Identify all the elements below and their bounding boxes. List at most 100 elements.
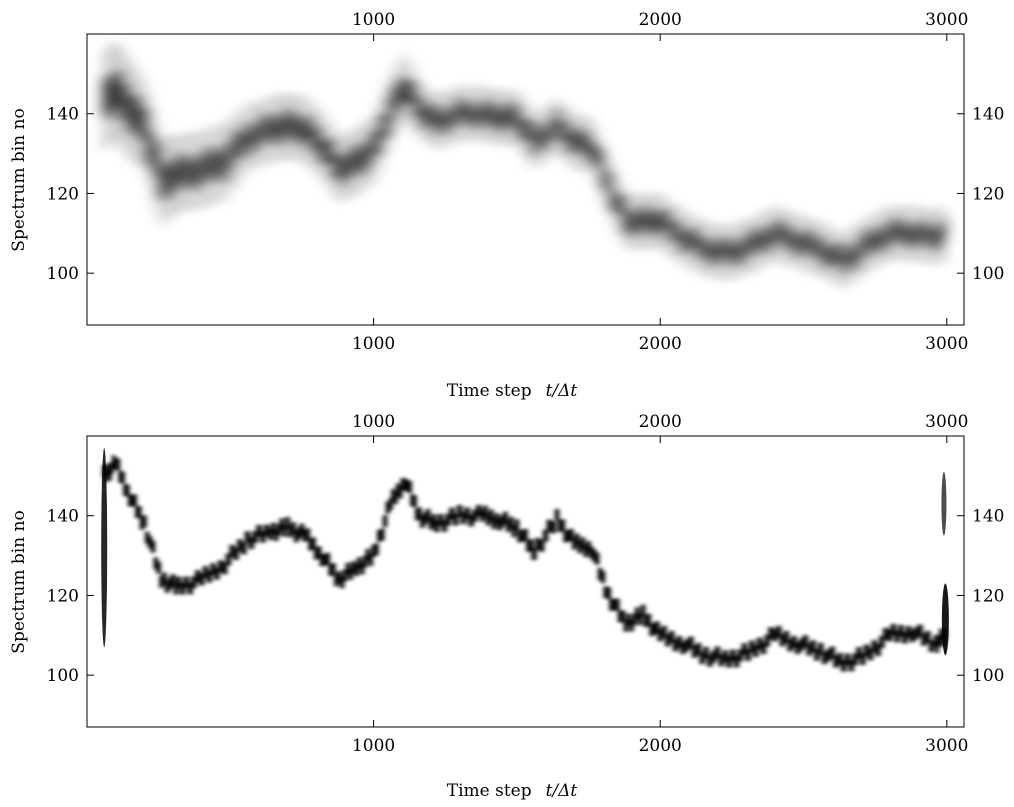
bottom-heatmap-cell (620, 610, 626, 623)
bottom-heatmap-cell (848, 659, 855, 672)
top-heatmap-halo (891, 205, 899, 262)
top-ytick-label-right: 140 (972, 105, 1004, 125)
top-xtick-label-top: 2000 (639, 10, 682, 30)
bottom-heatmap-cell (550, 521, 557, 534)
top-heatmap-halo (379, 96, 386, 164)
bottom-heatmap-cell (668, 630, 675, 643)
bottom-heatmap-cell (488, 509, 494, 522)
top-heatmap-halo (571, 113, 578, 170)
bottom-xtick-label-top: 3000 (925, 412, 968, 432)
top-heatmap-halo (306, 100, 313, 168)
bottom-heatmap-cell (141, 515, 147, 528)
top-heatmap-halo (416, 81, 423, 138)
bottom-heatmap-cell (554, 508, 560, 521)
top-heatmap-halo (293, 94, 300, 162)
top-heatmap-halo (237, 108, 246, 179)
bottom-heatmap-cell (130, 494, 135, 507)
top-heatmap-halo (879, 208, 888, 265)
top-heatmap-halo (609, 166, 617, 223)
top-heatmap-halo (249, 102, 258, 170)
top-heatmap-halo (736, 221, 745, 278)
top-heatmap-halo (874, 211, 882, 268)
top-spectrogram-panel: 1000 1000 2000 2000 3000 3000 100 100 120 120 140 1… (9, 10, 1004, 401)
bottom-heatmap-cell (491, 517, 497, 530)
bottom-heatmap-cell (376, 529, 382, 542)
bottom-y-axis-title: Spectrum bin no (9, 510, 29, 653)
bottom-heatmap-cell (452, 513, 459, 526)
bottom-heatmap-cell (726, 655, 732, 668)
bottom-heatmap-cell (431, 514, 437, 526)
top-heatmap-halo (667, 201, 676, 258)
top-heatmap-halo (226, 117, 235, 194)
top-heatmap-halo (811, 219, 819, 276)
bottom-heatmap-cell (722, 650, 729, 663)
bottom-heatmap-cell (356, 557, 362, 570)
bottom-heatmap-cell (437, 514, 444, 526)
bottom-heatmap-cell (482, 505, 488, 518)
bottom-heatmap-cell (407, 481, 413, 493)
bottom-heatmap-cell (583, 545, 589, 558)
top-heatmap-halo (327, 124, 334, 192)
bottom-heatmap-cell (425, 508, 431, 521)
top-heatmap-halo (405, 59, 412, 124)
top-heatmap-halo (639, 193, 647, 250)
bottom-heatmap-cell (833, 655, 839, 668)
bottom-heatmap-cell (779, 634, 786, 647)
bottom-heatmap-cell (589, 546, 594, 559)
top-heatmap-halo (648, 193, 655, 250)
bottom-heatmap-cell (557, 520, 563, 533)
bottom-heatmap-cell (108, 468, 112, 481)
bottom-heatmap-cell (270, 522, 276, 535)
bottom-heatmap-cell (279, 518, 285, 531)
top-xtick-label-bottom: 2000 (639, 334, 682, 354)
bottom-heatmap-cell (115, 458, 121, 471)
bottom-heatmap-cell (359, 562, 365, 575)
bottom-heatmap-cell (623, 619, 629, 632)
bottom-heatmap-cell (153, 557, 159, 570)
bottom-heatmap-cell (233, 548, 239, 560)
top-heatmap-halo (897, 205, 905, 262)
top-heatmap-halo (839, 233, 848, 290)
top-heatmap-halo (429, 90, 436, 147)
top-heatmap-halo (631, 193, 638, 250)
top-heatmap-halo (134, 70, 140, 166)
bottom-heatmap-cell (718, 654, 725, 667)
bottom-heatmap-cell (268, 528, 273, 541)
top-heatmap-halo (908, 205, 917, 262)
bottom-heatmap-cell (433, 520, 440, 533)
top-heatmap-halo (479, 85, 486, 142)
top-heatmap-halo (509, 89, 516, 146)
bottom-heatmap-cell (400, 477, 405, 490)
top-heatmap-halo (530, 113, 538, 170)
bottom-heatmap-cell (882, 627, 889, 640)
bottom-heatmap-cell (395, 483, 401, 496)
top-heatmap-halo (925, 208, 934, 265)
bottom-heatmap-cell (591, 549, 597, 562)
bottom-heatmap-cell (597, 567, 603, 580)
top-heatmap-halo (938, 207, 944, 264)
top-heatmap-halo (748, 217, 756, 274)
bottom-heatmap-cell (388, 497, 393, 510)
bottom-heatmap-cell (339, 576, 345, 589)
bottom-heatmap-cell (179, 582, 186, 595)
bottom-heatmap-cell (798, 638, 805, 651)
bottom-heatmap-cell (703, 646, 709, 659)
top-heatmap-halo (496, 89, 503, 146)
bottom-heatmap-cell (464, 507, 471, 520)
bottom-heatmap-cell (760, 642, 767, 655)
top-heatmap-halo (518, 95, 525, 152)
bottom-heatmap-cell (137, 506, 142, 518)
top-heatmap-halo (344, 132, 351, 200)
top-heatmap-halo (288, 93, 296, 161)
bottom-heatmap-cell (791, 636, 797, 648)
bottom-heatmap-cell (210, 563, 216, 576)
bottom-heatmap-cell (629, 619, 634, 632)
bottom-heatmap-cell (737, 649, 744, 662)
bottom-x-axis-title-variable: t/Δt (546, 781, 578, 801)
top-heatmap-halo (141, 81, 148, 171)
bottom-xtick-label-bottom: 1000 (352, 736, 395, 756)
top-heatmap-halo (627, 193, 634, 250)
bottom-heatmap-cell (538, 539, 545, 552)
top-heatmap-halo (310, 104, 317, 172)
